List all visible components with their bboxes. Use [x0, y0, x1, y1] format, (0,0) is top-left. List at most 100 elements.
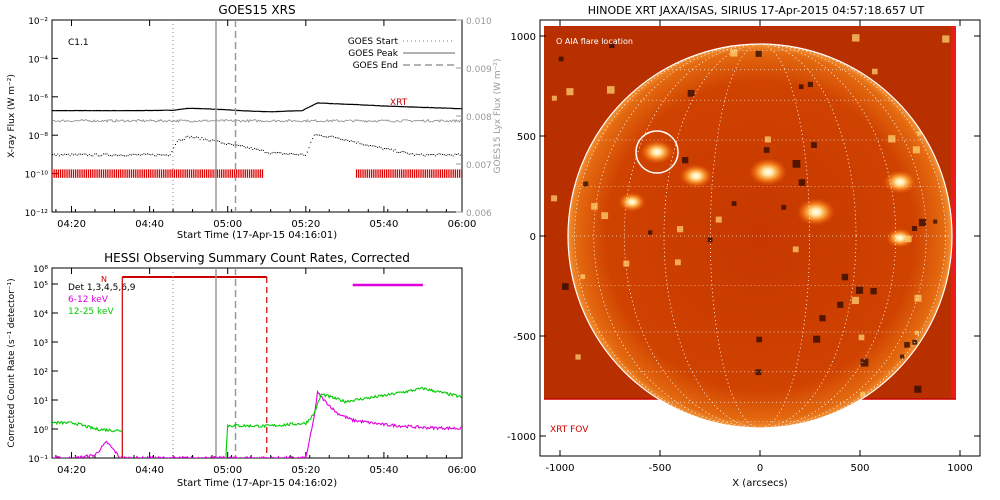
goes-short-point — [336, 137, 338, 139]
hessi-y-tick-label: 10² — [33, 368, 48, 378]
goes-short-point — [78, 153, 80, 155]
goes-short-point — [436, 153, 438, 155]
xrt-speckle — [591, 203, 598, 210]
goes-short-point — [182, 139, 183, 141]
goes-short-point — [254, 147, 256, 149]
xrt-speckle — [781, 204, 787, 210]
goes-y-tick-label: 10⁻² — [28, 17, 48, 27]
goes-short-point — [227, 143, 229, 144]
goes-short-point — [218, 141, 220, 142]
xrt-speckle — [860, 358, 869, 367]
goes-short-point — [345, 139, 347, 141]
goes-short-point — [166, 154, 168, 156]
goes-short-point — [406, 152, 408, 154]
xrt-speckle — [918, 218, 927, 227]
goes-short-point — [248, 147, 250, 149]
goes-xlabel: Start Time (17-Apr-15 04:16:01) — [177, 230, 337, 241]
goes-short-point — [429, 154, 431, 156]
xrt-speckle — [558, 56, 564, 62]
goes-short-point — [150, 154, 152, 156]
goes-short-point — [264, 152, 266, 154]
goes-short-point — [456, 154, 458, 155]
goes-short-point — [364, 144, 366, 146]
goes-short-point — [110, 155, 111, 157]
xrt-speckle — [687, 89, 695, 97]
goes-short-point — [438, 153, 440, 155]
goes-short-point — [255, 148, 257, 150]
goes-short-point — [139, 154, 141, 156]
goes-short-point — [354, 141, 356, 143]
goes-short-point — [366, 144, 368, 146]
legend-detectors: Det 1,3,4,5,6,9 — [68, 283, 136, 293]
xrt-speckle — [562, 283, 569, 290]
goes-short-point — [141, 154, 143, 156]
goes-short-point — [81, 153, 83, 155]
goes-short-point — [320, 135, 322, 136]
goes-short-point — [380, 147, 382, 149]
goes-short-point — [106, 153, 108, 155]
goes-short-point — [298, 154, 299, 156]
xrt-speckle — [900, 354, 905, 359]
xrt-speckle — [609, 42, 615, 49]
goes-short-point — [103, 153, 104, 155]
goes-short-point — [148, 153, 150, 155]
goes-short-point — [88, 153, 90, 155]
goes-short-point — [370, 145, 371, 146]
goes-short-point — [69, 155, 71, 157]
goes-short-point — [87, 155, 89, 157]
bright-region — [886, 228, 914, 248]
goes-short-point — [422, 154, 424, 156]
bright-region — [618, 192, 646, 212]
goes-short-point — [447, 154, 449, 156]
goes-short-point — [457, 153, 459, 155]
goes-short-point — [347, 139, 349, 141]
xrt-x-tick-label: -500 — [649, 463, 672, 474]
goes-short-point — [368, 145, 370, 147]
goes-short-point — [312, 138, 314, 140]
goes-short-point — [71, 153, 73, 155]
goes-y2-tick-label: 0.008 — [466, 113, 492, 123]
goes-short-point — [101, 154, 103, 156]
xrt-speckle — [904, 342, 910, 348]
hessi-y-tick-label: 10⁵ — [33, 281, 48, 291]
goes-short-point — [201, 137, 203, 139]
goes-short-point — [196, 136, 198, 138]
goes-short-point — [259, 150, 261, 151]
goes-short-point — [421, 153, 422, 155]
xrt-speckle — [911, 225, 918, 232]
hessi-y-tick-label: 10³ — [33, 339, 48, 349]
goes-x-tick-label: 05:20 — [291, 219, 320, 230]
goes-short-point — [371, 145, 373, 147]
goes-short-point — [424, 155, 426, 157]
goes-short-point — [220, 142, 222, 144]
solar-limb — [567, 43, 953, 429]
goes-short-point — [199, 139, 201, 141]
goes-short-point — [278, 152, 280, 154]
hessi-ylabel: Corrected Count Rate (s⁻¹ detector⁻¹) — [7, 278, 17, 447]
goes-y2-tick-label: 0.009 — [466, 65, 492, 75]
goes-short-point — [454, 153, 456, 155]
goes-long-line — [52, 102, 462, 113]
xrt-panel: HINODE XRT JAXA/ISAS, SIRIUS 17-Apr-2015… — [507, 4, 981, 489]
hessi-x-tick-label: 05:20 — [291, 465, 320, 476]
goes-short-point — [268, 152, 270, 154]
xrt-speckle — [623, 260, 630, 267]
goes-short-point — [99, 155, 101, 157]
goes-y-tick-label: 10⁻⁶ — [28, 94, 48, 104]
goes-short-point — [247, 146, 248, 148]
goes-short-point — [306, 151, 308, 153]
xrt-speckle — [852, 34, 860, 42]
xrt-speckle — [707, 237, 713, 243]
goes-short-point — [343, 139, 345, 141]
goes-short-point — [408, 153, 410, 155]
goes-x-tick-label: 04:20 — [57, 219, 86, 230]
goes-short-point — [74, 153, 76, 155]
goes-y-tick-label: 10⁻⁸ — [28, 132, 48, 142]
goes-short-point — [273, 151, 275, 153]
goes-short-point — [153, 155, 155, 157]
goes-short-point — [192, 137, 194, 139]
goes-short-point — [217, 140, 219, 142]
xrt-y-tick-label: 500 — [517, 132, 536, 143]
goes-short-point — [231, 144, 233, 145]
goes-short-point — [283, 153, 285, 155]
